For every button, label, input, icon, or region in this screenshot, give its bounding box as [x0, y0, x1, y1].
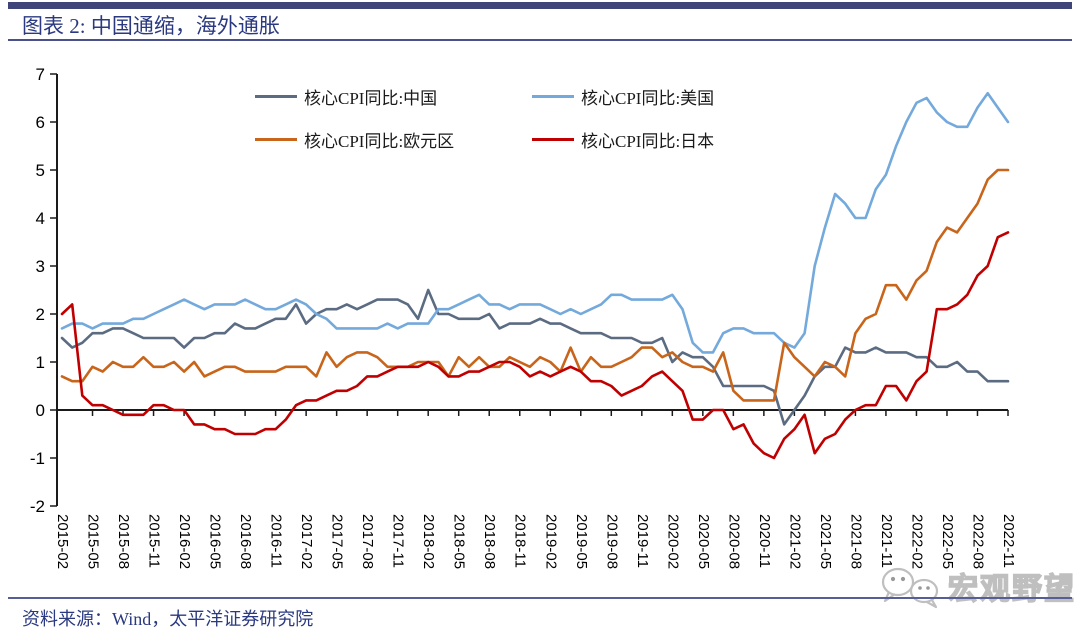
- x-tick-label: 2022-11: [1000, 514, 1017, 568]
- legend-item-japan: 核心CPI同比:日本: [532, 128, 715, 151]
- y-tick-label: 6: [36, 113, 45, 132]
- x-tick-label: 2019-11: [634, 514, 651, 568]
- y-tick-label: 0: [36, 401, 45, 420]
- legend-item-us: 核心CPI同比:美国: [532, 85, 715, 108]
- x-tick-label: 2018-08: [481, 514, 498, 569]
- x-tick-label: 2016-02: [176, 514, 193, 569]
- x-tick-label: 2017-11: [390, 514, 407, 568]
- legend-item-china: 核心CPI同比:中国: [255, 85, 438, 108]
- x-tick-label: 2018-05: [451, 514, 468, 569]
- x-tick-label: 2019-08: [603, 514, 620, 569]
- legend-swatch-us: [532, 94, 574, 98]
- x-tick-label: 2022-08: [969, 514, 986, 569]
- series-line-2: [60, 168, 1010, 402]
- x-tick-label: 2017-05: [329, 514, 346, 569]
- legend-label-eurozone: 核心CPI同比:欧元区: [304, 131, 455, 151]
- x-tick-label: 2021-08: [847, 514, 864, 569]
- watermark-text: 宏观野望: [947, 572, 1076, 606]
- x-tick-label: 2015-11: [146, 514, 163, 568]
- x-tick-label: 2015-02: [54, 514, 71, 569]
- title-rule: [8, 39, 1072, 41]
- legend-swatch-eurozone: [255, 137, 297, 141]
- x-tick-label: 2022-05: [939, 514, 956, 569]
- legend-item-eurozone: 核心CPI同比:欧元区: [255, 128, 455, 151]
- footer-rule: [8, 597, 1072, 599]
- x-tick-label: 2015-08: [115, 514, 132, 569]
- x-tick-label: 2018-02: [420, 514, 437, 569]
- x-tick-label: 2020-05: [695, 514, 712, 569]
- x-tick-label: 2020-02: [664, 514, 681, 569]
- x-tick-label: 2016-05: [207, 514, 224, 569]
- x-tick-label: 2019-02: [542, 514, 559, 569]
- y-tick-label: 2: [36, 305, 45, 324]
- x-tick-label: 2017-02: [298, 514, 315, 569]
- x-tick-label: 2017-08: [359, 514, 376, 569]
- legend-swatch-japan: [532, 137, 574, 141]
- legend-swatch-china: [255, 94, 297, 98]
- y-tick-label: -1: [30, 449, 45, 468]
- y-tick-label: 3: [36, 257, 45, 276]
- series-line-1: [60, 91, 1010, 354]
- watermark: 宏观野望: [876, 562, 1076, 610]
- x-tick-label: 2019-05: [573, 514, 590, 569]
- legend-label-japan: 核心CPI同比:日本: [581, 131, 715, 151]
- legend-label-us: 核心CPI同比:美国: [581, 88, 715, 108]
- x-tick-label: 2016-08: [237, 514, 254, 569]
- y-tick-label: 5: [36, 161, 45, 180]
- y-tick-label: -2: [30, 497, 45, 516]
- x-tick-label: 2021-11: [878, 514, 895, 568]
- x-tick-label: 2016-11: [268, 514, 285, 568]
- x-tick-label: 2020-08: [725, 514, 742, 569]
- x-tick-label: 2021-02: [786, 514, 803, 569]
- y-tick-label: 1: [36, 353, 45, 372]
- source-text: 资料来源：Wind，太平洋证券研究院: [22, 609, 314, 629]
- x-tick-label: 2018-11: [512, 514, 529, 568]
- series-line-3: [60, 231, 1010, 460]
- figure-title: 图表 2: 中国通缩，海外通胀: [22, 14, 280, 38]
- top-rule: [8, 2, 1072, 9]
- x-tick-label: 2021-05: [817, 514, 834, 569]
- legend-label-china: 核心CPI同比:中国: [304, 88, 438, 108]
- wechat-logo-icon: [881, 567, 939, 609]
- x-tick-label: 2022-02: [908, 514, 925, 569]
- y-tick-label: 4: [36, 209, 45, 228]
- x-tick-label: 2015-05: [85, 514, 102, 569]
- x-tick-label: 2020-11: [756, 514, 773, 568]
- y-tick-label: 7: [36, 65, 45, 84]
